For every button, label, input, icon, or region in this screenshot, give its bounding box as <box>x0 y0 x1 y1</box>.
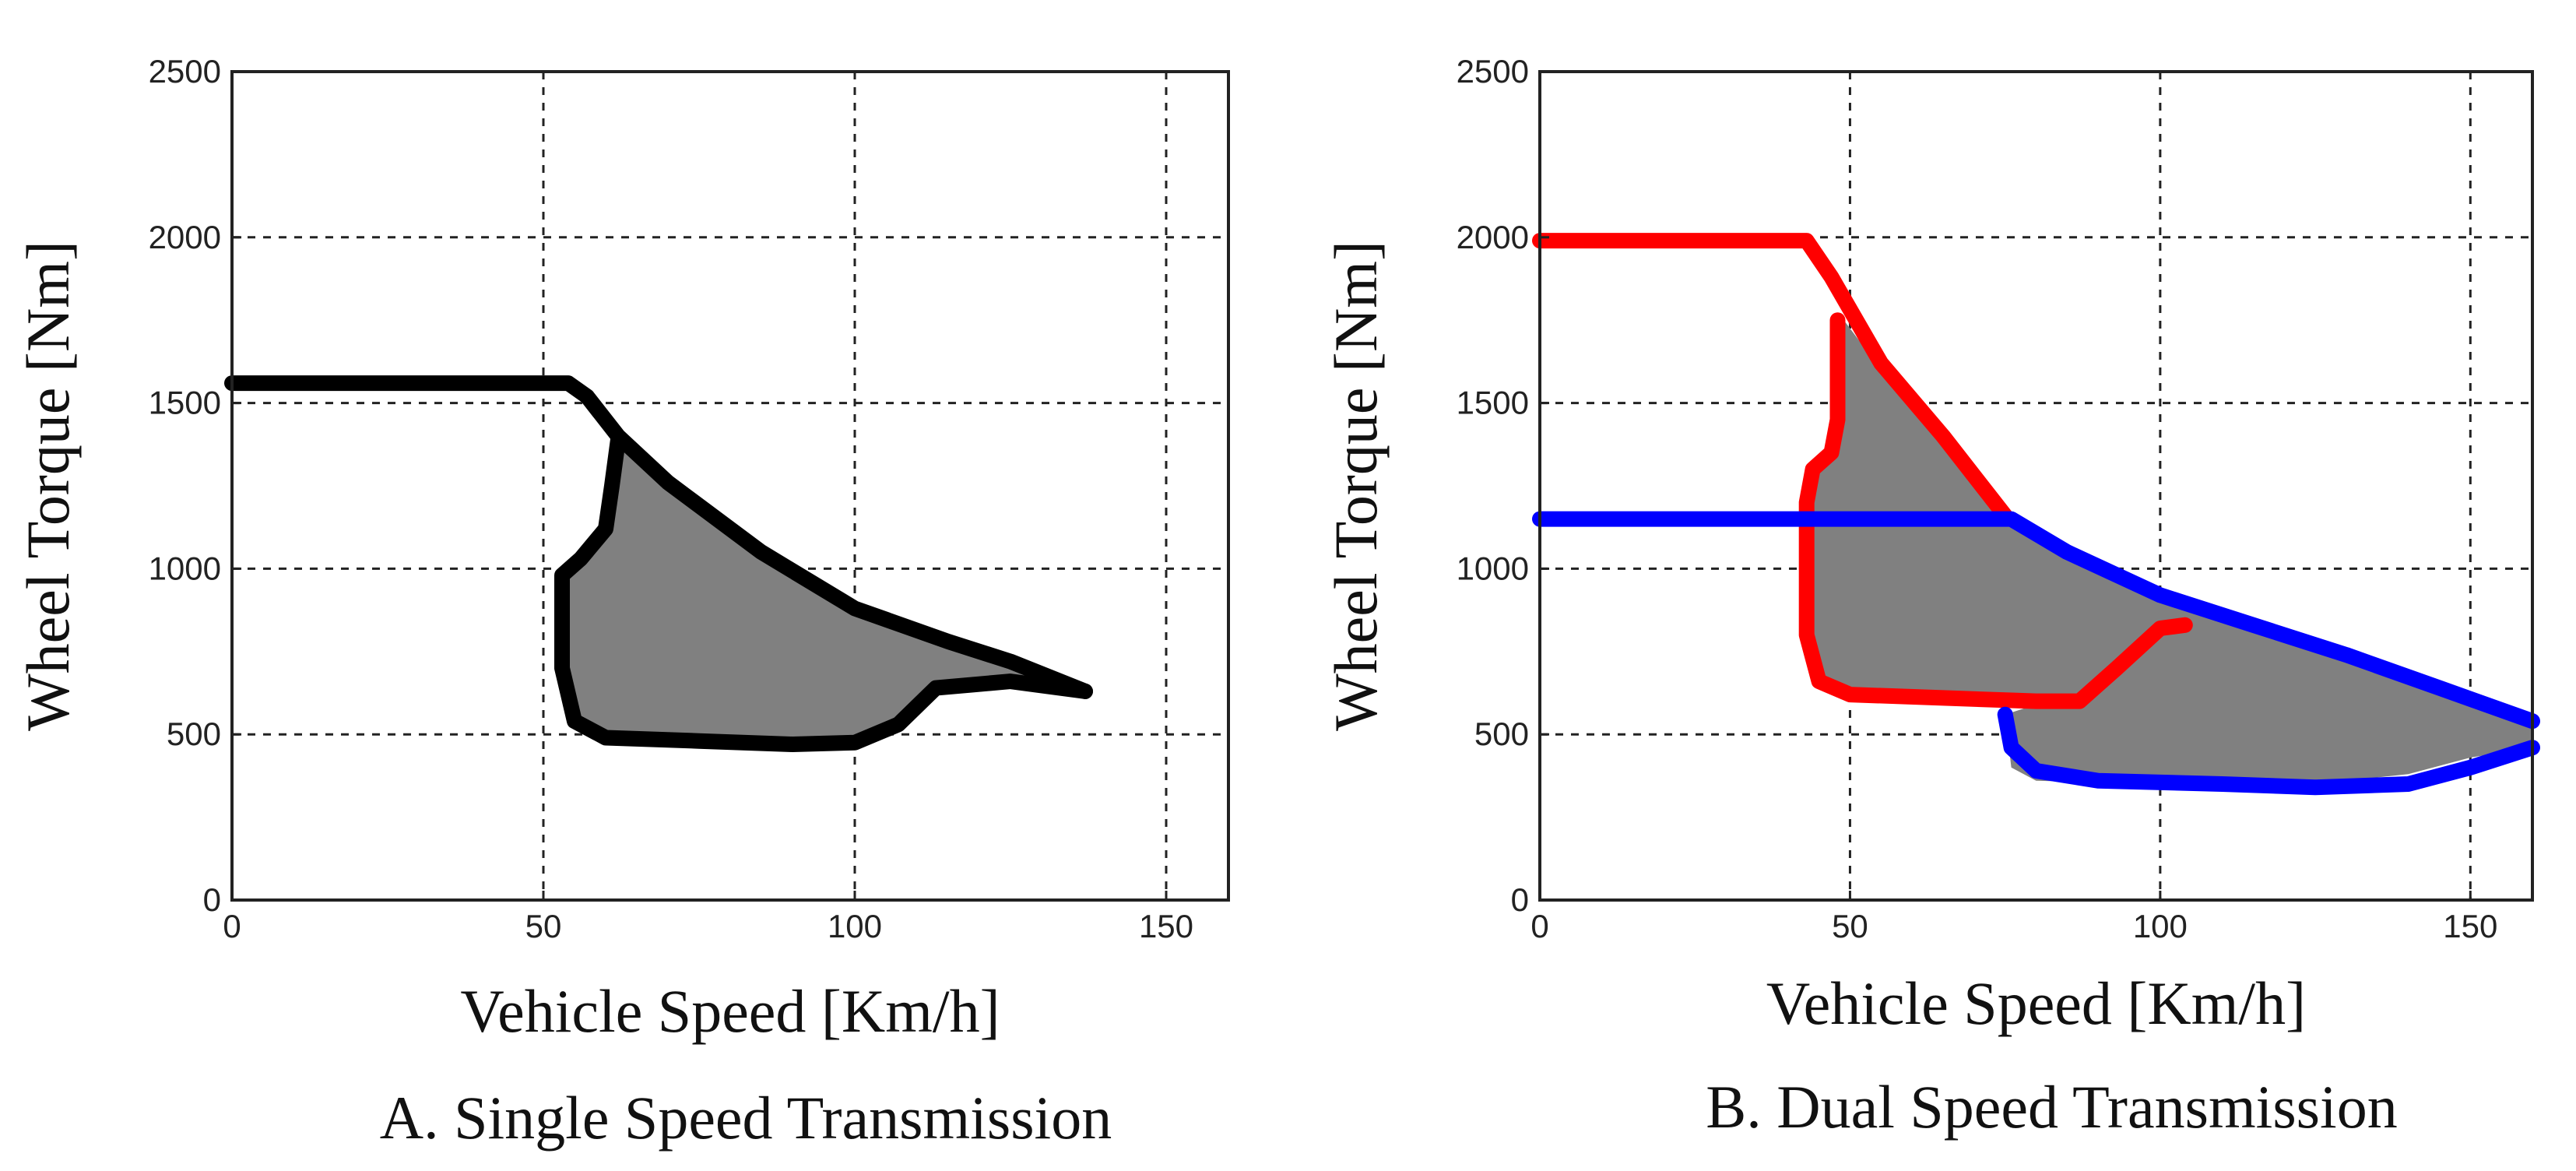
y-tick-label: 500 <box>167 716 221 752</box>
panel-caption: B. Dual Speed Transmission <box>1706 1073 2397 1141</box>
series-line-2 <box>554 431 1093 752</box>
plot-frame <box>1538 70 2534 902</box>
series-line-2 <box>1798 312 2193 709</box>
y-tick-label: 2500 <box>1457 53 1529 90</box>
series-line-3 <box>1532 511 2540 730</box>
y-tick-label: 2000 <box>1457 219 1529 255</box>
x-tick-label: 0 <box>223 908 241 944</box>
operating-region <box>1806 320 2532 788</box>
y-tick-label: 2500 <box>149 53 221 90</box>
series-line-4 <box>1997 706 2540 796</box>
x-tick-label: 150 <box>2443 908 2497 944</box>
plot-frame <box>230 70 1230 902</box>
plot-area <box>232 72 1228 900</box>
y-tick-label: 1000 <box>149 550 221 586</box>
x-tick-label: 50 <box>525 908 562 944</box>
x-tick-label: 100 <box>2133 908 2188 944</box>
x-tick-label: 150 <box>1139 908 1193 944</box>
y-tick-label: 1500 <box>149 385 221 421</box>
y-tick-label: 1500 <box>1457 385 1529 421</box>
y-axis-label: Wheel Torque [Nm] <box>14 241 82 731</box>
x-tick-label: 0 <box>1530 908 1548 944</box>
series-line-1 <box>224 375 1093 699</box>
series-line-1 <box>1532 233 2013 524</box>
y-tick-label: 0 <box>203 881 221 918</box>
y-tick-label: 2000 <box>149 219 221 255</box>
y-tick-label: 0 <box>1511 881 1529 918</box>
panel-caption: A. Single Speed Transmission <box>380 1084 1112 1152</box>
x-tick-label: 50 <box>1832 908 1868 944</box>
y-axis-label: Wheel Torque [Nm] <box>1322 241 1390 731</box>
y-tick-label: 500 <box>1474 716 1529 752</box>
x-axis-label: Vehicle Speed [Km/h] <box>460 977 1000 1045</box>
x-axis-label: Vehicle Speed [Km/h] <box>1766 969 2306 1037</box>
y-tick-label: 1000 <box>1457 550 1529 586</box>
x-tick-label: 100 <box>828 908 882 944</box>
